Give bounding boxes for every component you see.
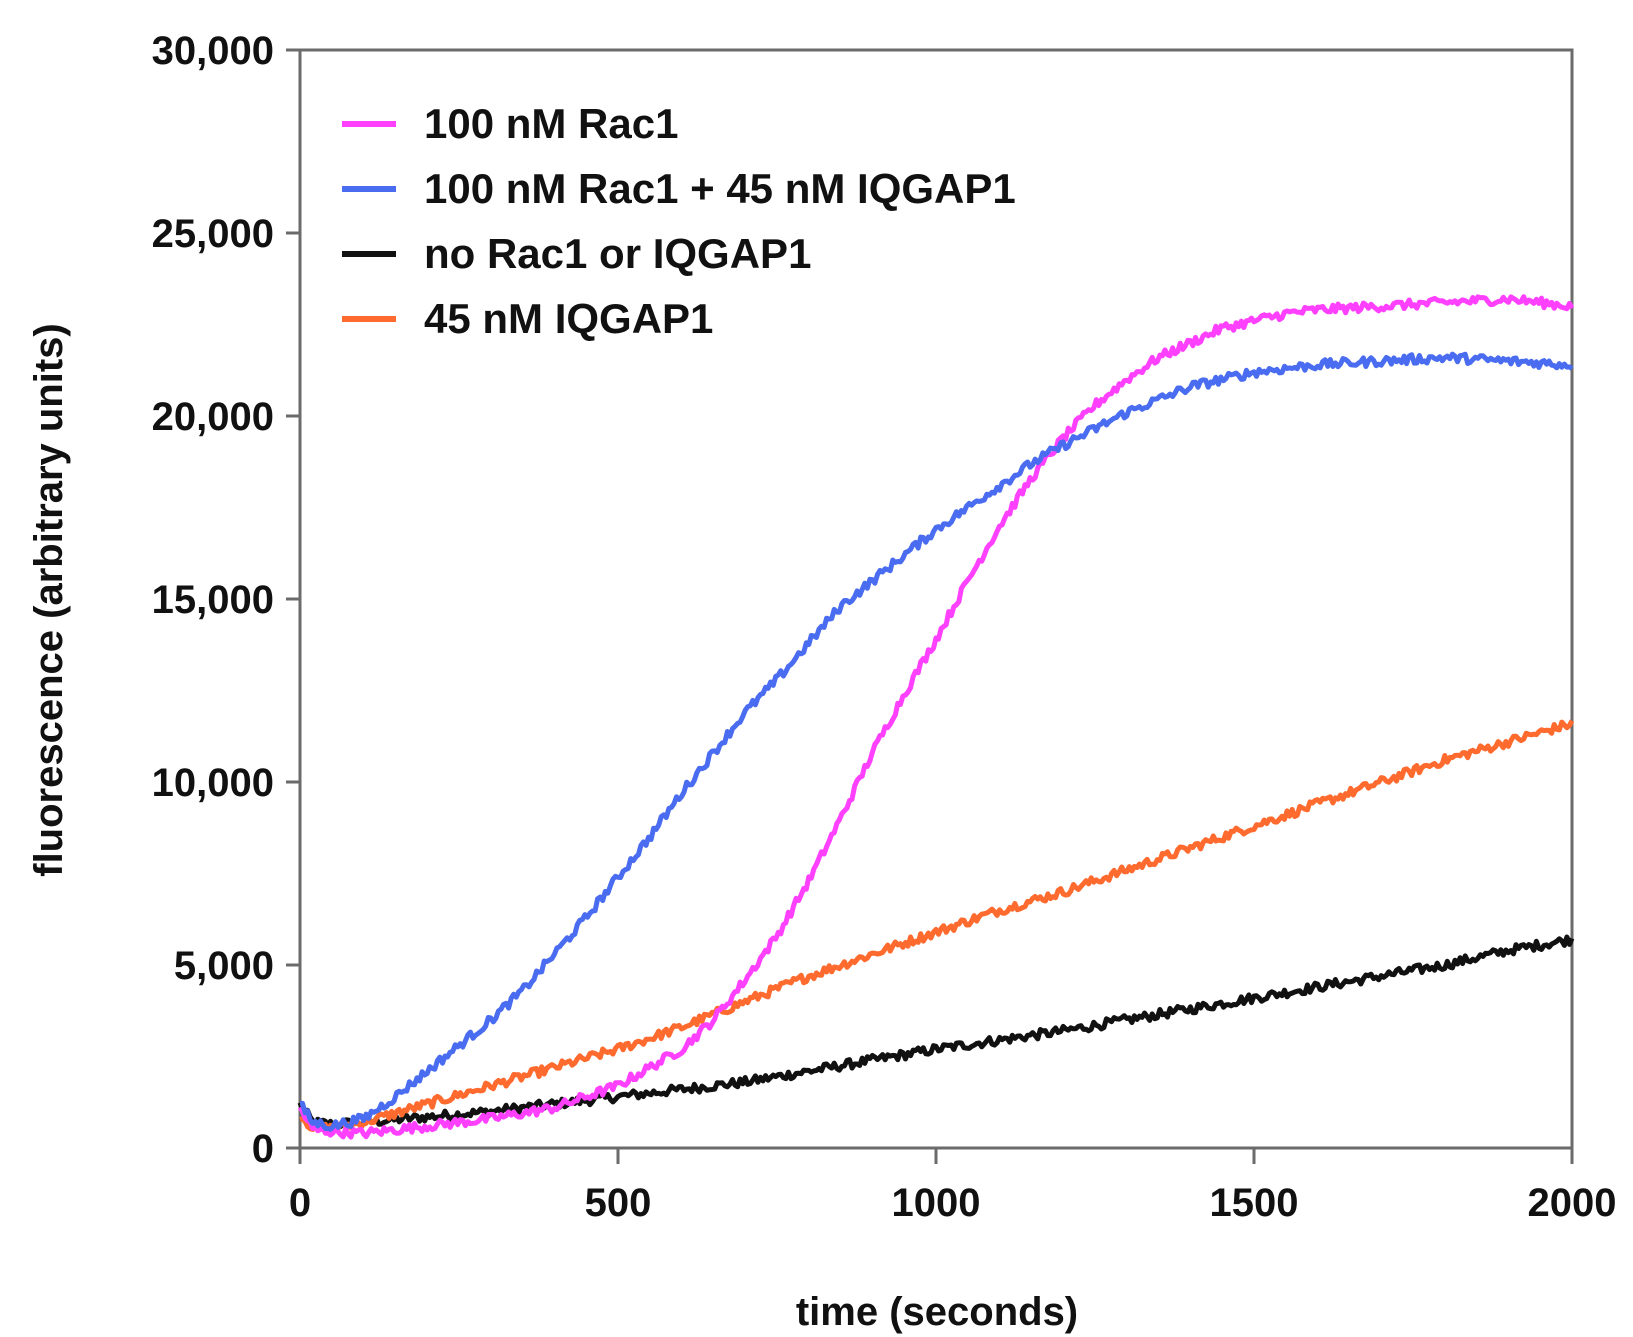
x-axis-title: time (seconds) [796,1290,1078,1334]
x-tick-label: 2000 [1528,1181,1617,1225]
axes [298,48,1574,1150]
y-tick-label: 20,000 [152,395,274,439]
y-tick-label: 15,000 [152,578,274,622]
x-tick-label: 0 [289,1181,311,1225]
y-tick-label: 25,000 [152,212,274,256]
plot-frame [298,48,1574,1150]
series-line-2 [299,351,1574,1132]
y-tick-label: 10,000 [152,761,274,805]
x-tick-label: 500 [585,1181,652,1225]
legend-label: no Rac1 or IQGAP1 [424,230,811,277]
series-layer [297,294,1575,1140]
ticks: 0 5,000 10,000 15,000 20,000 25,000 30,000 0 500… [152,29,1617,1225]
legend: 100 nM Rac1 100 nM Rac1 + 45 nM IQGAP1 no … [342,100,1016,342]
x-tick-label: 1000 [892,1181,981,1225]
x-tick-label: 1500 [1210,1181,1299,1225]
y-tick-label: 5,000 [174,944,274,988]
series-line-4 [299,719,1575,1135]
legend-label: 45 nM IQGAP1 [424,295,713,342]
series-line-3 [297,934,1575,1130]
y-axis-title: fluorescence (arbitrary units) [27,323,71,877]
y-tick-label: 0 [252,1127,274,1171]
y-tick-label: 30,000 [152,29,274,73]
legend-label: 100 nM Rac1 + 45 nM IQGAP1 [424,165,1016,212]
series-line-1 [297,294,1575,1140]
legend-label: 100 nM Rac1 [424,100,678,147]
